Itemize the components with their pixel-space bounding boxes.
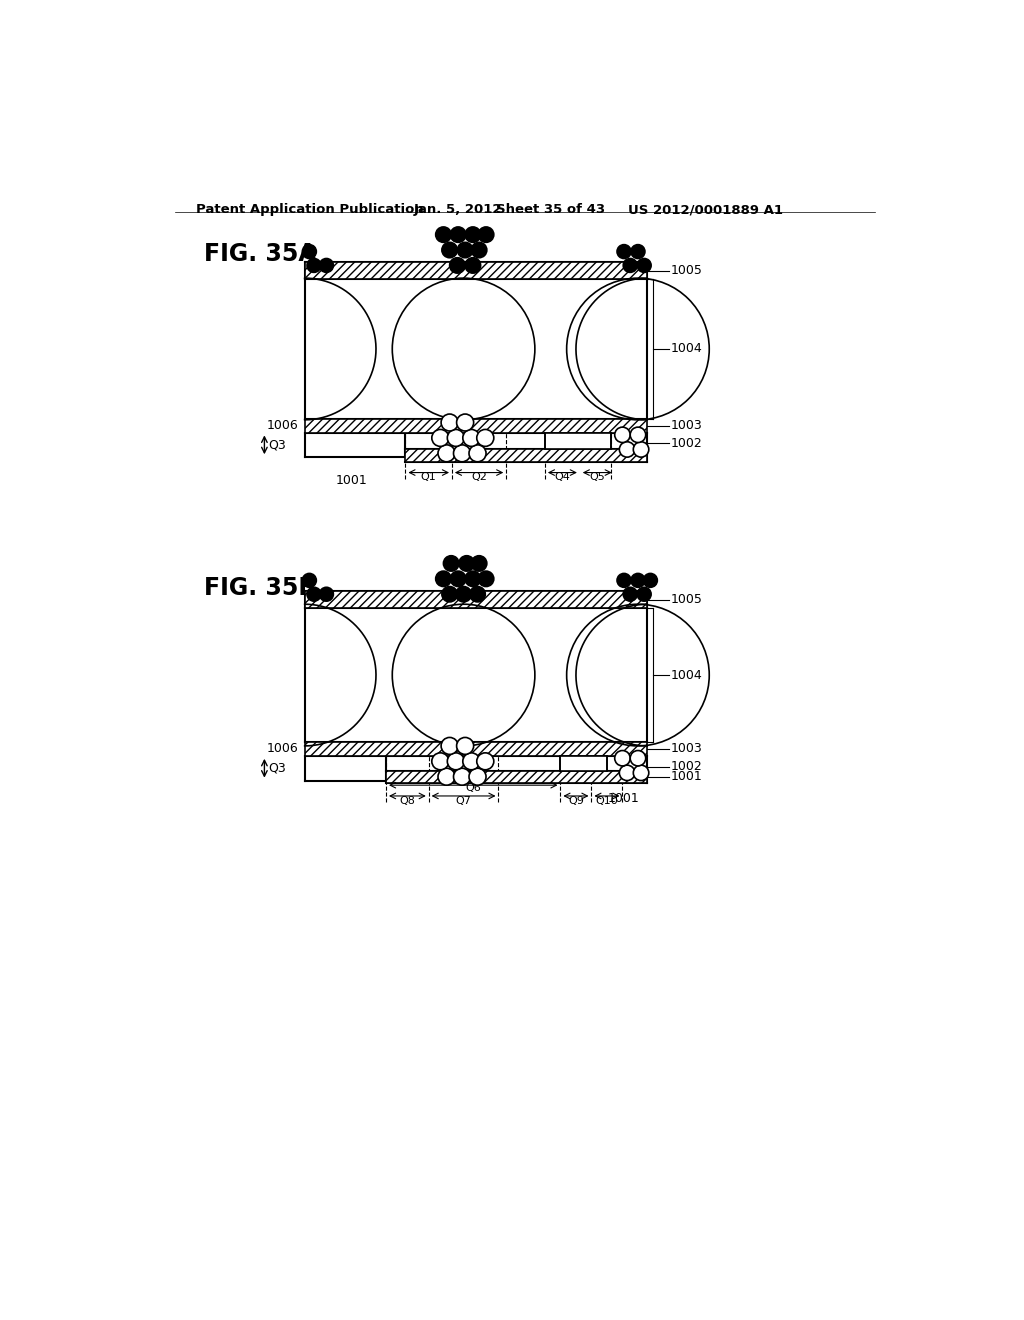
Circle shape — [319, 587, 334, 601]
Circle shape — [442, 243, 458, 257]
Text: 1003: 1003 — [671, 418, 702, 432]
Text: 1002: 1002 — [671, 437, 702, 450]
Circle shape — [614, 428, 630, 442]
Circle shape — [643, 573, 657, 587]
Circle shape — [302, 244, 316, 259]
Circle shape — [471, 556, 486, 572]
Text: Sheet 35 of 43: Sheet 35 of 43 — [496, 203, 605, 216]
Circle shape — [620, 766, 635, 780]
Text: 1003: 1003 — [671, 742, 702, 755]
Text: US 2012/0001889 A1: US 2012/0001889 A1 — [628, 203, 783, 216]
Bar — [406, 450, 647, 462]
Text: FIG. 35B: FIG. 35B — [204, 576, 316, 599]
Circle shape — [463, 752, 480, 770]
Circle shape — [441, 414, 458, 430]
Circle shape — [450, 257, 465, 273]
Circle shape — [463, 429, 480, 446]
Circle shape — [302, 573, 316, 587]
Circle shape — [477, 429, 494, 446]
Circle shape — [469, 445, 486, 462]
Circle shape — [319, 259, 334, 272]
Circle shape — [438, 445, 455, 462]
Text: Q9: Q9 — [568, 796, 584, 805]
Circle shape — [637, 587, 651, 601]
Text: 1004: 1004 — [671, 342, 702, 355]
Circle shape — [617, 244, 631, 259]
Circle shape — [441, 738, 458, 755]
Circle shape — [457, 414, 474, 430]
Circle shape — [447, 429, 464, 446]
Circle shape — [465, 572, 480, 586]
Bar — [305, 742, 647, 756]
Text: 1001: 1001 — [671, 770, 702, 783]
Circle shape — [633, 766, 649, 780]
Circle shape — [624, 587, 637, 601]
Circle shape — [614, 751, 630, 766]
Circle shape — [307, 259, 321, 272]
Text: 1004: 1004 — [671, 668, 702, 681]
Circle shape — [617, 573, 631, 587]
Text: 1001: 1001 — [608, 792, 640, 805]
Circle shape — [451, 227, 466, 243]
Circle shape — [469, 768, 486, 785]
Circle shape — [454, 768, 471, 785]
Circle shape — [478, 572, 494, 586]
Circle shape — [630, 428, 646, 442]
Circle shape — [470, 586, 485, 602]
Circle shape — [630, 751, 646, 766]
Circle shape — [457, 738, 474, 755]
Text: 1006: 1006 — [266, 742, 299, 755]
Text: Patent Application Publication: Patent Application Publication — [197, 203, 424, 216]
Text: Q10: Q10 — [596, 796, 618, 805]
Circle shape — [435, 572, 452, 586]
Text: 1005: 1005 — [671, 264, 702, 277]
Circle shape — [443, 556, 459, 572]
Circle shape — [624, 259, 637, 272]
Circle shape — [631, 573, 645, 587]
Circle shape — [465, 227, 480, 243]
Circle shape — [438, 768, 455, 785]
Text: 1002: 1002 — [671, 760, 702, 774]
Bar — [560, 756, 607, 771]
Circle shape — [442, 586, 458, 602]
Text: 1001: 1001 — [335, 474, 367, 487]
Circle shape — [432, 752, 449, 770]
Circle shape — [432, 429, 449, 446]
Text: 1005: 1005 — [671, 593, 702, 606]
Text: Jan. 5, 2012: Jan. 5, 2012 — [414, 203, 502, 216]
Circle shape — [478, 227, 494, 243]
Text: FIG. 35A: FIG. 35A — [204, 242, 316, 265]
Text: 1006: 1006 — [266, 418, 299, 432]
Circle shape — [477, 752, 494, 770]
Circle shape — [637, 259, 651, 272]
Text: Q3: Q3 — [268, 762, 286, 775]
Circle shape — [471, 243, 486, 257]
Text: Q8: Q8 — [399, 796, 416, 805]
Circle shape — [307, 587, 321, 601]
Circle shape — [631, 244, 645, 259]
Circle shape — [447, 752, 464, 770]
Circle shape — [458, 243, 473, 257]
Circle shape — [454, 445, 471, 462]
Bar — [305, 591, 647, 609]
Text: Q4: Q4 — [554, 473, 570, 482]
Bar — [386, 771, 647, 783]
Circle shape — [459, 556, 474, 572]
Circle shape — [633, 442, 649, 457]
Bar — [305, 418, 647, 433]
Bar — [545, 433, 611, 449]
Circle shape — [620, 442, 635, 457]
Circle shape — [456, 586, 471, 602]
Circle shape — [451, 572, 466, 586]
Circle shape — [465, 257, 480, 273]
Text: Q1: Q1 — [421, 473, 436, 482]
Bar — [305, 263, 647, 280]
Circle shape — [435, 227, 452, 243]
Text: Q6: Q6 — [465, 783, 481, 793]
Text: Q2: Q2 — [471, 473, 487, 482]
Text: Q5: Q5 — [590, 473, 605, 482]
Text: Q7: Q7 — [456, 796, 471, 805]
Text: Q3: Q3 — [268, 438, 286, 451]
